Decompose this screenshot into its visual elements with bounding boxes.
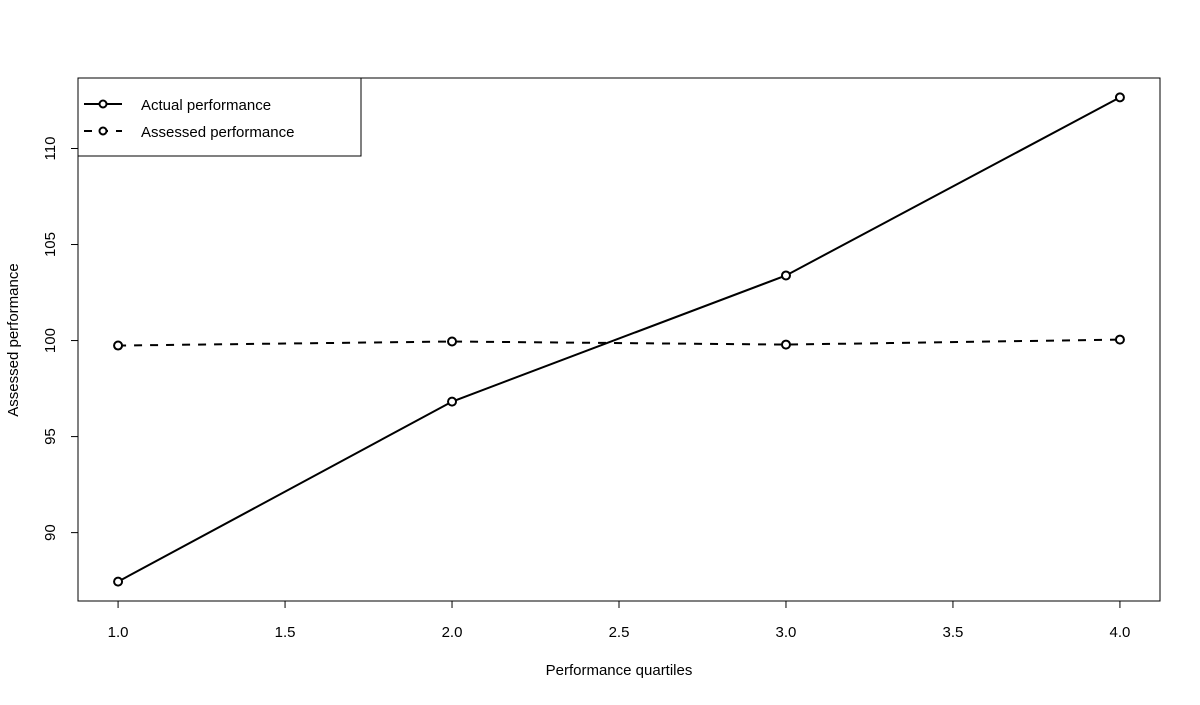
data-point: [780, 339, 791, 350]
x-axis: 1.0 1.5 2.0 2.5 3.0 3.5 4.0: [108, 600, 1130, 641]
legend: Actual performance Assessed performance: [77, 77, 362, 157]
series-line-1: [118, 338, 1120, 347]
legend-marker-actual: [98, 99, 108, 109]
data-point: [113, 576, 124, 587]
y-tick-label: 95: [42, 428, 59, 445]
series-group: [113, 92, 1125, 587]
y-axis-label: Assessed performance: [5, 263, 22, 416]
legend-marker-assessed: [98, 126, 108, 136]
data-point: [780, 270, 791, 281]
y-axis: 90 95 100 105 110: [42, 137, 79, 541]
x-tick-label: 1.5: [275, 624, 296, 641]
y-tick-label: 105: [42, 232, 59, 257]
data-point: [1114, 334, 1125, 345]
x-tick-label: 2.0: [442, 624, 463, 641]
x-tick-label: 2.5: [609, 624, 630, 641]
data-point: [1114, 92, 1125, 103]
x-tick-label: 1.0: [108, 624, 129, 641]
legend-label-actual: Actual performance: [141, 97, 271, 114]
x-tick-label: 3.5: [943, 624, 964, 641]
y-tick-label: 100: [42, 328, 59, 353]
x-tick-label: 3.0: [776, 624, 797, 641]
x-axis-label: Performance quartiles: [546, 662, 693, 679]
series-line-0: [117, 96, 1121, 583]
x-tick-label: 4.0: [1109, 624, 1130, 641]
legend-label-assessed: Assessed performance: [141, 124, 294, 141]
data-point: [447, 396, 458, 407]
y-tick-label: 90: [42, 524, 59, 541]
y-tick-label: 110: [42, 137, 59, 161]
data-point: [447, 336, 458, 347]
data-point: [113, 340, 124, 351]
legend-box: [77, 77, 362, 157]
